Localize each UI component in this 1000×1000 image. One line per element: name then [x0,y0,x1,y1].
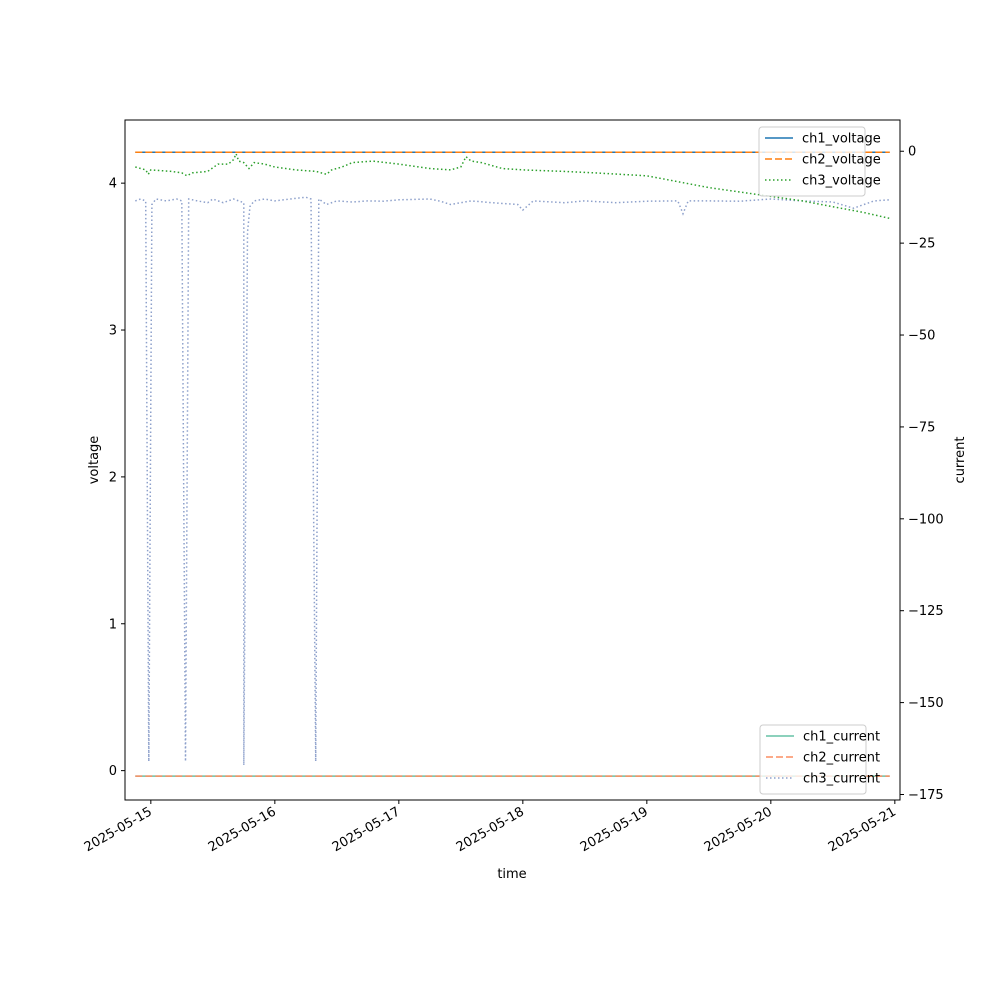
y-tick-label-left: 3 [109,324,117,339]
y-tick-label-right: −50 [908,329,935,344]
legend-entry-ch3_voltage: ch3_voltage [802,174,881,189]
y-tick-label-right: −125 [908,604,944,619]
legend-current: ch1_current ch2_current ch3_current [759,724,880,795]
y-axis-label-right: current [953,437,968,484]
y-tick-label-right: −75 [908,420,935,435]
legend-entry-ch3_current: ch3_current [803,772,880,787]
legend-voltage: ch1_voltage ch2_voltage ch3_voltage [758,126,881,197]
y-tick-label-left: 1 [109,617,117,632]
legend-entry-ch1_voltage: ch1_voltage [802,132,881,147]
legend-entry-ch2_current: ch2_current [803,751,880,766]
legend-box [759,724,867,795]
y-tick-label-right: −25 [908,237,935,252]
y-tick-label-left: 0 [109,764,117,779]
y-tick-label-left: 2 [109,470,117,485]
y-tick-label-right: −150 [908,696,944,711]
series-line-ch3_voltage [135,151,890,220]
y-tick-label-right: −100 [908,512,944,527]
y-tick-label-right: −175 [908,788,944,803]
y-tick-label-left: 4 [109,177,117,192]
y-axis-label-left: voltage [87,436,102,485]
legend-entry-ch2_voltage: ch2_voltage [802,153,881,168]
plot-frame [124,119,901,801]
x-axis-label: time [497,867,526,882]
legend-box [758,126,866,197]
y-tick-label-right: 0 [908,145,916,160]
legend-entry-ch1_current: ch1_current [803,730,880,745]
